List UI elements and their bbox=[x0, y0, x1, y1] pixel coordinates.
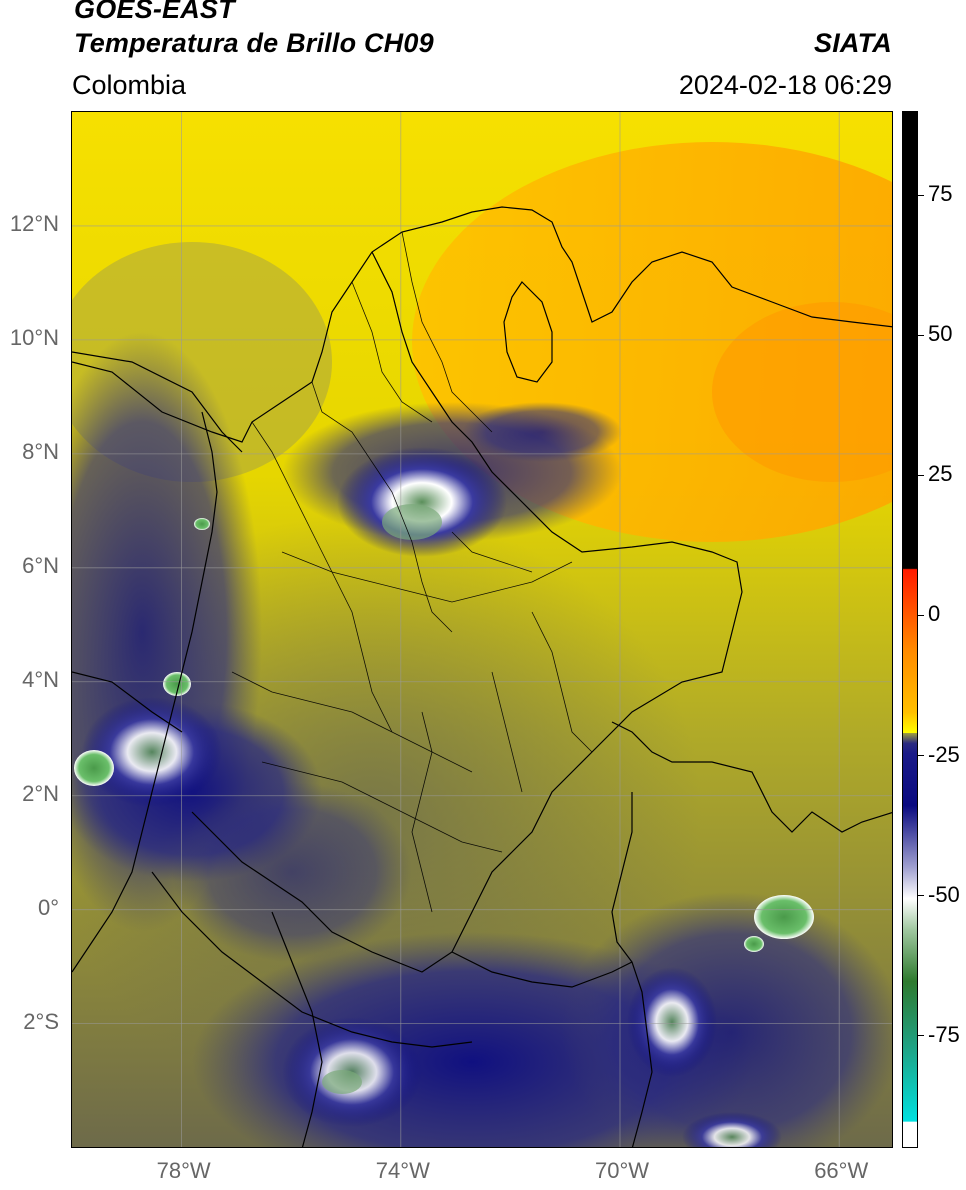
storm-cell-south bbox=[682, 1112, 782, 1147]
map-canvas bbox=[72, 112, 892, 1147]
satellite-title: GOES-EAST bbox=[74, 0, 235, 24]
overshoot-top-5 bbox=[194, 518, 210, 530]
lon-tick-label: 66°W bbox=[814, 1158, 869, 1183]
satellite-map[interactable] bbox=[71, 111, 893, 1148]
graticule bbox=[72, 112, 892, 1147]
colorbar-tick bbox=[918, 1035, 924, 1037]
lat-tick-label: 6°N bbox=[22, 552, 59, 578]
colorbar-tick-label: 0 bbox=[928, 601, 941, 627]
region-label: Colombia bbox=[72, 70, 187, 100]
cold-cloud-southeast bbox=[562, 892, 892, 1147]
colorbar-tick bbox=[918, 755, 924, 757]
colorbar-tick bbox=[918, 334, 924, 336]
storm-cell-magdalena bbox=[337, 447, 507, 557]
lon-tick-label: 74°W bbox=[375, 1158, 430, 1183]
warm-core bbox=[712, 302, 892, 482]
cold-cloud-south-andes bbox=[172, 782, 412, 962]
colorbar-tick-label: -75 bbox=[928, 1021, 960, 1047]
lat-tick-label: 2°N bbox=[22, 780, 59, 806]
colorbar-scale bbox=[903, 112, 917, 1147]
product-title: Temperatura de Brillo CH09 bbox=[74, 28, 434, 58]
overshoot-top-1 bbox=[754, 895, 814, 939]
lat-tick-label: 2°S bbox=[23, 1008, 59, 1034]
colorbar-tick bbox=[918, 614, 924, 616]
overshoot-top-2 bbox=[744, 936, 764, 952]
colorbar bbox=[902, 111, 918, 1148]
timestamp-label: 2024-02-18 06:29 bbox=[678, 70, 892, 100]
department-boundaries bbox=[231, 231, 593, 913]
lat-tick-label: 0° bbox=[37, 894, 59, 920]
colorbar-tick bbox=[918, 895, 924, 897]
lat-tick-label: 4°N bbox=[22, 666, 59, 692]
lat-tick-label: 12°N bbox=[9, 210, 59, 236]
boundaries bbox=[72, 206, 892, 1147]
storm-cell-pacific bbox=[82, 697, 222, 807]
overshoot-top-3 bbox=[74, 750, 114, 786]
overshoot-top-7 bbox=[322, 1070, 362, 1094]
colorbar-tick-label: -50 bbox=[928, 881, 960, 907]
brand-label: SIATA bbox=[814, 28, 892, 58]
lat-tick-label: 10°N bbox=[9, 324, 59, 350]
lat-tick-label: 8°N bbox=[22, 438, 59, 464]
colorbar-tick bbox=[918, 194, 924, 196]
colorbar-tick-label: 75 bbox=[928, 181, 953, 207]
overshoot-top-6 bbox=[382, 504, 442, 540]
colorbar-tick-label: -25 bbox=[928, 741, 960, 767]
colorbar-tick-label: 25 bbox=[928, 461, 953, 487]
colorbar-tick-label: 50 bbox=[928, 321, 953, 347]
colorbar-tick bbox=[918, 474, 924, 476]
lon-tick-label: 78°W bbox=[156, 1158, 211, 1183]
lon-tick-label: 70°W bbox=[595, 1158, 650, 1183]
storm-cell-east bbox=[627, 967, 717, 1077]
overshoot-top-4 bbox=[163, 672, 191, 696]
cold-cloud-catatumbo bbox=[462, 402, 622, 462]
